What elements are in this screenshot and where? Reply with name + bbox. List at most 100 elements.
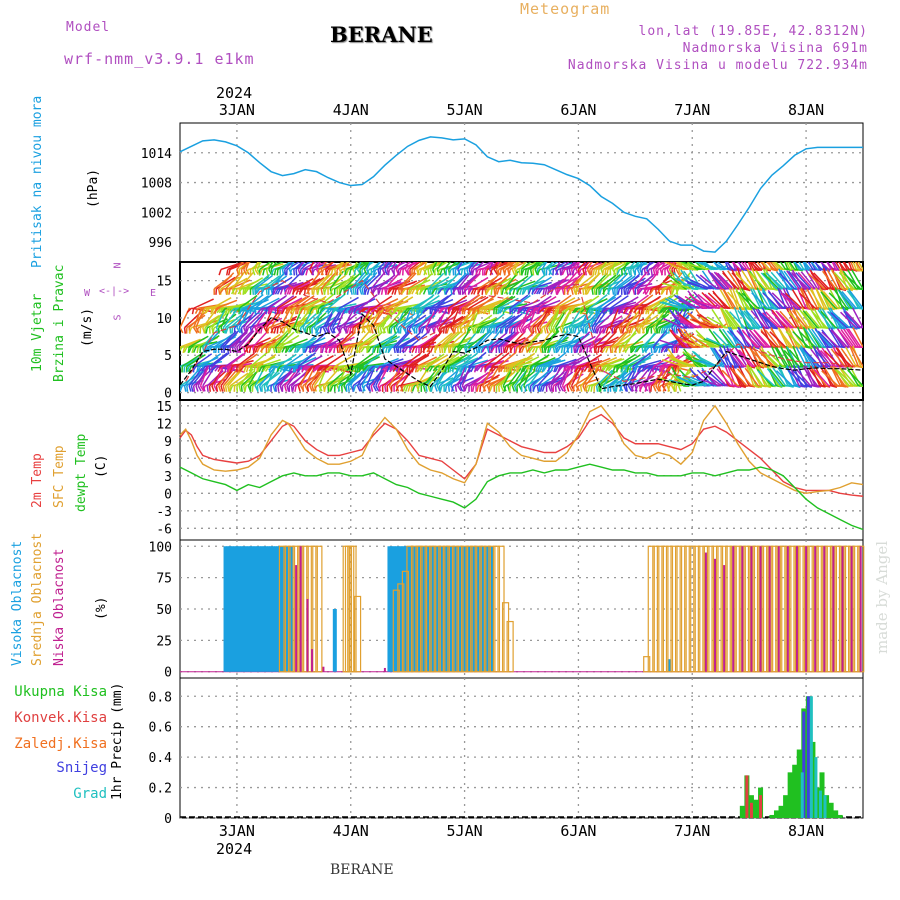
wind-barb-head	[279, 366, 284, 373]
cloud-high-bar	[473, 546, 478, 672]
wind-barb	[705, 337, 727, 348]
wind-barb	[637, 273, 655, 290]
wind-barb	[463, 329, 479, 348]
wind-barb-head	[605, 365, 611, 372]
wind-barb	[493, 273, 511, 290]
wind-barb	[611, 368, 627, 387]
wind-barb	[382, 358, 404, 368]
wind-barb-head	[353, 307, 359, 314]
wind-barb-head	[252, 307, 258, 313]
wind-barb-head	[562, 366, 568, 372]
wind-barb-head	[641, 346, 644, 354]
wind-barb	[555, 272, 572, 290]
wind-barb	[798, 262, 805, 270]
wind-barb-head	[260, 288, 265, 295]
wind-barb-head	[565, 365, 570, 372]
wind-barb-head	[252, 346, 256, 354]
wind-barb	[837, 370, 855, 387]
wind-barb-head	[475, 269, 479, 276]
wind-barb	[227, 277, 248, 290]
cloud-high-bar	[432, 546, 437, 672]
wind-barb-head	[539, 307, 545, 313]
wind-barb	[834, 368, 850, 387]
cloud-high-bar	[234, 546, 239, 672]
wind-barb-head	[323, 385, 327, 392]
wind-barb	[709, 347, 723, 367]
wind-barb	[689, 334, 709, 348]
wind-barb	[500, 331, 518, 348]
wind-barb	[489, 296, 509, 309]
wind-barb-head	[529, 366, 534, 373]
wind-barb-head	[183, 346, 188, 353]
cloud-high-bar	[403, 546, 408, 672]
wind-barb-head	[236, 327, 241, 334]
wind-barb-head	[196, 346, 199, 354]
wind-barb	[666, 262, 688, 271]
wind-barb	[432, 278, 453, 290]
wind-barb	[736, 349, 753, 367]
wind-barb	[850, 262, 855, 270]
cloud-mid-bar	[406, 545, 414, 673]
wind-barb-head	[252, 269, 256, 276]
wind-barb	[373, 335, 393, 348]
wind-barb-head	[620, 269, 623, 276]
cloud-mid-bar	[451, 545, 460, 673]
cloud-mid-bar	[652, 545, 660, 673]
wind-barb-head	[505, 346, 509, 353]
cloud-high-bar	[269, 546, 274, 672]
cloud-low-bar	[850, 546, 853, 672]
wind-barb	[521, 262, 532, 271]
wind-barb	[810, 348, 825, 367]
wind-barb	[402, 307, 413, 328]
wind-barb	[778, 288, 791, 309]
wind-barb-head	[220, 385, 224, 392]
wind-barb	[798, 292, 816, 309]
wind-barb	[783, 349, 800, 367]
cloud-mid-bar	[287, 545, 296, 673]
wind-barb	[685, 357, 707, 368]
wind-barb-head	[343, 307, 350, 314]
cloud-low-bar	[383, 667, 386, 672]
wind-barb-head	[622, 307, 627, 314]
product-title: Meteogram	[520, 0, 611, 18]
wind-barb-head	[665, 288, 668, 295]
precip-total-bar	[739, 805, 745, 818]
wind-barb	[227, 352, 246, 368]
cloud-high-bar	[223, 546, 228, 672]
wind-barb	[625, 309, 641, 329]
wind-barb	[552, 330, 569, 348]
wind-barb-head	[570, 366, 575, 373]
wind-barb	[238, 294, 258, 309]
wind-barb	[352, 272, 369, 290]
wind-barb-head	[232, 307, 238, 314]
wind-barb	[194, 251, 206, 269]
wind-barb	[486, 313, 505, 329]
wind-barb-head	[559, 327, 564, 334]
wind-barb-head	[561, 288, 565, 295]
wind-barb-head	[356, 385, 361, 392]
wind-barb	[698, 339, 720, 348]
wind-barb-head	[539, 366, 543, 373]
wind-barb-head	[482, 327, 486, 334]
wind-barb-head	[219, 288, 224, 295]
wind-barb	[338, 262, 345, 270]
wind-barb	[808, 367, 823, 387]
wind-barb-head	[638, 385, 643, 392]
wind-barb-head	[437, 288, 443, 295]
pressure-line	[179, 136, 863, 253]
wind-barb	[377, 262, 386, 270]
wind-barb-head	[357, 346, 363, 353]
wind-barb-head	[613, 269, 616, 276]
wind-barb	[666, 262, 673, 270]
wind-barb-head	[447, 385, 451, 392]
wind-barb-head	[211, 365, 217, 372]
wind-barb-head	[578, 346, 582, 354]
wind-barb	[205, 249, 214, 269]
wind-barb-head	[501, 288, 505, 295]
wind-barb	[327, 293, 346, 309]
wind-barb	[580, 307, 591, 328]
wind-barb	[847, 328, 862, 348]
wind-barb	[732, 262, 737, 270]
wind-barb	[857, 262, 863, 270]
wind-barb-head	[419, 366, 425, 372]
